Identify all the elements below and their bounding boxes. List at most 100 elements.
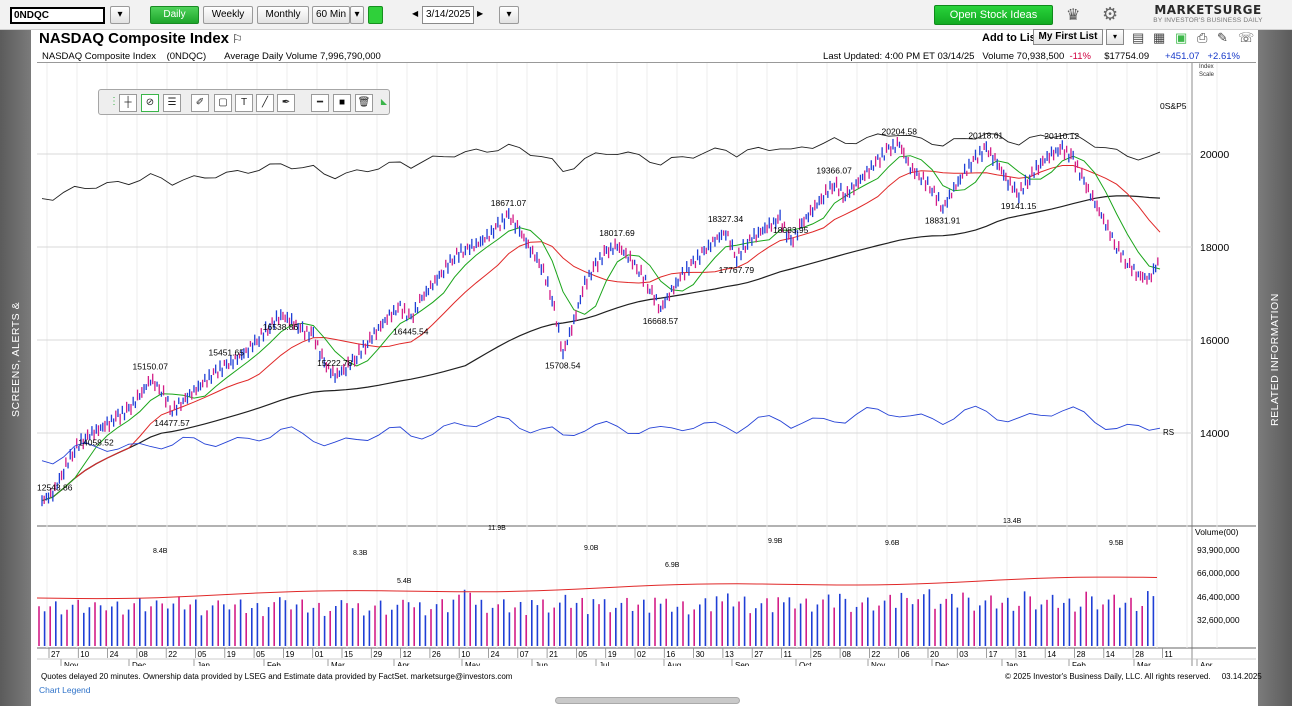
- month-label: Jan: [197, 661, 210, 666]
- chevron-down-icon: ▾: [354, 9, 360, 20]
- month-label: Mar: [1137, 661, 1151, 666]
- date-tick-label: 07: [520, 650, 529, 659]
- date-tick-label: 27: [51, 650, 60, 659]
- image-icon[interactable]: ▣: [1175, 30, 1188, 45]
- left-side-panel[interactable]: [0, 30, 31, 706]
- price-value: $17754.09: [1104, 51, 1150, 62]
- date-prev-arrow-icon[interactable]: ◀: [412, 9, 419, 18]
- hide-drawings-icon[interactable]: ⊘: [141, 94, 159, 112]
- price-change-percent: +2.61%: [1207, 51, 1241, 62]
- list-icon[interactable]: ☰: [163, 94, 181, 112]
- price-annotation: 18327.34: [708, 214, 744, 224]
- phone-icon[interactable]: ☏: [1238, 30, 1255, 45]
- wrench-icon[interactable]: ✎: [1217, 30, 1228, 45]
- date-tick-label: 14: [1106, 650, 1115, 659]
- interval-dropdown-button[interactable]: ▾: [350, 6, 364, 24]
- chart-icon[interactable]: ▤: [1132, 30, 1145, 45]
- chevron-down-icon: ▾: [117, 9, 123, 20]
- date-tick-label: 05: [198, 650, 207, 659]
- symbol-input[interactable]: [10, 7, 105, 24]
- date-tick-label: 19: [227, 650, 236, 659]
- date-dropdown-button[interactable]: ▾: [499, 6, 519, 24]
- rectangle-icon[interactable]: ▢: [214, 94, 232, 112]
- volume-annotation: 5.4B: [397, 578, 412, 585]
- price-annotation: 16538.86: [263, 322, 299, 332]
- index-scale-label: Index: [1199, 64, 1214, 70]
- open-stock-ideas-button[interactable]: Open Stock Ideas: [934, 5, 1053, 25]
- date-tick-label: 17: [989, 650, 998, 659]
- list-select[interactable]: My First List: [1033, 29, 1103, 45]
- flag-icon[interactable]: ⚐: [232, 32, 243, 46]
- price-annotation: 20204.58: [881, 126, 917, 136]
- text-tool-icon[interactable]: T: [235, 94, 253, 112]
- live-toggle[interactable]: [368, 6, 383, 24]
- price-axis-label: 16000: [1200, 335, 1229, 347]
- volume-annotation: 11.9B: [488, 525, 506, 532]
- interval-button[interactable]: 60 Min: [312, 6, 350, 24]
- layout-icon[interactable]: ▦: [1153, 30, 1166, 45]
- monthly-button[interactable]: Monthly: [257, 6, 309, 24]
- date-tick-label: 08: [842, 650, 851, 659]
- line-tool-icon[interactable]: ╱: [256, 94, 274, 112]
- chevron-down-icon: ▾: [506, 9, 512, 20]
- crosshair-icon[interactable]: ┼: [119, 94, 137, 112]
- horizontal-scrollbar[interactable]: [555, 697, 740, 704]
- trash-icon[interactable]: 🗑: [355, 94, 373, 112]
- date-input[interactable]: 3/14/2025: [422, 6, 474, 24]
- volume-axis-label: 46,400,000: [1197, 592, 1240, 602]
- date-tick-label: 10: [80, 650, 89, 659]
- copyright-text: © 2025 Investor's Business Daily, LLC. A…: [1005, 672, 1211, 681]
- collapse-icon[interactable]: ◣: [380, 97, 388, 106]
- volume-axis-label: 93,900,000: [1197, 545, 1240, 555]
- date-tick-label: 26: [432, 650, 441, 659]
- price-annotation: 14058.52: [78, 438, 114, 448]
- footer-date: 03.14.2025: [1221, 672, 1262, 681]
- month-label: Feb: [267, 661, 281, 666]
- volume-average-line: [37, 576, 1158, 600]
- eraser-icon[interactable]: ✐: [191, 94, 209, 112]
- date-tick-label: 29: [373, 650, 382, 659]
- pen-icon[interactable]: ✒: [277, 94, 295, 112]
- chart-legend-link[interactable]: Chart Legend: [39, 685, 91, 695]
- line-style-icon[interactable]: ━: [311, 94, 329, 112]
- footer-note: Quotes delayed 20 minutes. Ownership dat…: [41, 672, 513, 681]
- price-annotation: 17767.79: [719, 265, 755, 275]
- daily-button[interactable]: Daily: [150, 6, 199, 24]
- price-annotation: 15451.65: [209, 347, 245, 357]
- sp500-line: [41, 132, 1161, 201]
- date-tick-label: 24: [110, 650, 119, 659]
- info-right: Last Updated: 4:00 PM ET 03/14/25 Volume…: [823, 51, 1240, 63]
- date-tick-label: 11: [1164, 650, 1173, 659]
- date-tick-label: 25: [813, 650, 822, 659]
- drag-handle-icon[interactable]: ⋮: [109, 96, 119, 107]
- date-tick-label: 30: [696, 650, 705, 659]
- weekly-button[interactable]: Weekly: [203, 6, 253, 24]
- print-icon[interactable]: ⎙: [1197, 30, 1208, 45]
- date-next-arrow-icon[interactable]: ▶: [477, 9, 484, 18]
- volume-axis-label: 66,000,000: [1197, 568, 1240, 578]
- price-chart[interactable]: 20000180001600014000IndexScale0S&P5RS125…: [37, 63, 1256, 666]
- date-tick-label: 02: [637, 650, 646, 659]
- volume-annotation: 6.9B: [665, 562, 680, 569]
- last-updated: Last Updated: 4:00 PM ET 03/14/25: [823, 51, 975, 62]
- color-picker-icon[interactable]: ■: [333, 94, 351, 112]
- drawing-toolbar: ⋮ ┼ ⊘ ☰ ✐ ▢ T ╱ ✒ ━ ■ 🗑 ◣: [98, 89, 390, 115]
- volume-value: Volume 70,938,500: [982, 51, 1065, 62]
- index-symbol: (0NDQC): [166, 51, 207, 62]
- date-tick-label: 05: [578, 650, 587, 659]
- info-left: NASDAQ Composite Index (0NDQC) Average D…: [42, 51, 381, 63]
- list-dropdown-button[interactable]: ▾: [1106, 29, 1124, 45]
- related-information-tab[interactable]: RELATED INFORMATION: [1269, 293, 1281, 427]
- gear-icon[interactable]: ⚙: [1102, 4, 1119, 24]
- price-annotation: 18017.69: [599, 228, 635, 238]
- month-label: Dec: [935, 661, 949, 666]
- price-annotation: 20118.61: [968, 130, 1003, 140]
- date-tick-label: 01: [315, 650, 324, 659]
- symbol-dropdown-button[interactable]: ▾: [110, 6, 130, 24]
- screens-alerts-notes-tab[interactable]: SCREENS, ALERTS & NOTES: [10, 301, 52, 417]
- date-tick-label: 20: [930, 650, 939, 659]
- month-label: Mar: [331, 661, 345, 666]
- info-bar: NASDAQ Composite Index (0NDQC) Average D…: [37, 51, 1256, 63]
- right-side-panel[interactable]: [1258, 30, 1292, 706]
- bell-icon[interactable]: ♛: [1066, 7, 1081, 24]
